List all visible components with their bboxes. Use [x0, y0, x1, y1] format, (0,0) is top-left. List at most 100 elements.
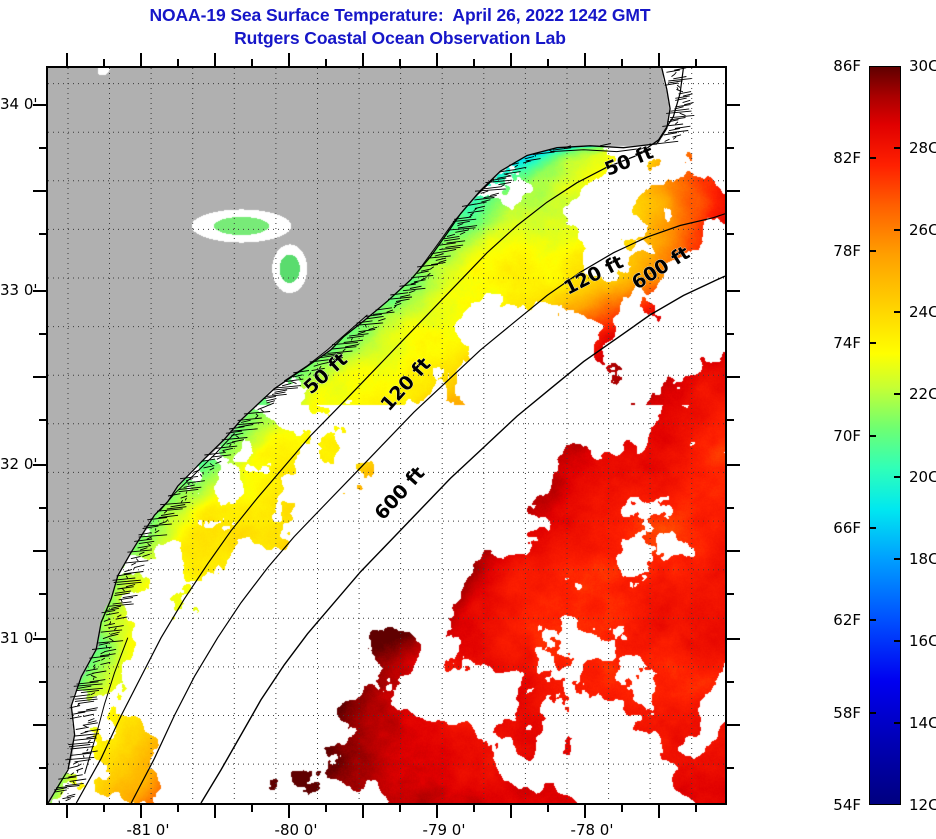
colorbar-tick-celsius: [894, 311, 901, 314]
page-title: NOAA-19 Sea Surface Temperature: April 2…: [0, 4, 800, 50]
colorbar-label-celsius: 22C: [909, 385, 936, 404]
y-axis-tick-right: [727, 550, 740, 552]
y-axis-tick-right: [727, 376, 740, 378]
y-axis-tick: [39, 419, 46, 421]
y-axis-tick: [33, 376, 46, 378]
y-axis-label: 34 0': [0, 95, 38, 113]
x-axis-tick: [399, 805, 401, 812]
x-axis-tick-top: [510, 53, 512, 66]
colorbar-tick-fahrenheit: [869, 526, 876, 529]
x-axis-tick-top: [584, 53, 586, 66]
y-axis-tick: [33, 290, 46, 292]
x-axis-tick: [66, 805, 68, 818]
y-axis-tick: [33, 550, 46, 552]
x-axis-tick: [547, 805, 549, 812]
colorbar-label-celsius: 24C: [909, 303, 936, 322]
x-axis-tick: [584, 805, 586, 818]
x-axis-tick-top: [399, 59, 401, 66]
y-axis-tick: [39, 507, 46, 509]
colorbar-tick-fahrenheit: [869, 711, 876, 714]
colorbar-label-fahrenheit: 86F: [833, 57, 861, 75]
y-axis-tick-right: [727, 767, 734, 769]
colorbar-tick-fahrenheit: [869, 434, 876, 437]
colorbar-tick-fahrenheit: [869, 342, 876, 345]
x-axis-tick-top: [288, 53, 290, 66]
x-axis-tick: [103, 805, 105, 812]
x-axis-tick: [621, 805, 623, 812]
colorbar-tick-fahrenheit: [869, 619, 876, 622]
x-axis-label: -81 0': [126, 821, 170, 839]
contour-label: 50 ft: [300, 349, 352, 399]
x-axis-tick: [251, 805, 253, 812]
sst-raster: 50 ft 120 ft 600 ft 50 ft 120 ft 600 ft: [48, 68, 725, 803]
colorbar-label-fahrenheit: 62F: [833, 611, 861, 630]
colorbar-tick-celsius: [894, 147, 901, 150]
title-line-2: Rutgers Coastal Ocean Observation Lab: [234, 28, 566, 48]
contour-label: 120 ft: [560, 251, 627, 299]
y-axis-tick-right: [727, 333, 734, 335]
y-axis-tick-right: [727, 724, 740, 726]
colorbar-label-fahrenheit: 82F: [833, 149, 861, 168]
x-axis-tick: [473, 805, 475, 812]
x-axis-tick-top: [177, 59, 179, 66]
x-axis-tick: [325, 805, 327, 812]
bathymetry-contour-120ft: [130, 213, 725, 803]
colorbar-tick-celsius: [894, 639, 901, 642]
y-axis-tick: [39, 681, 46, 683]
colorbar-tick-celsius: [894, 393, 901, 396]
x-axis-tick-top: [695, 59, 697, 66]
x-axis-tick-top: [66, 53, 68, 66]
x-axis-tick: [362, 805, 364, 818]
x-axis-tick-top: [547, 59, 549, 66]
y-axis-tick-right: [727, 681, 734, 683]
colorbar-label-celsius: 18C: [909, 549, 936, 568]
colorbar-label-fahrenheit: 54F: [833, 796, 861, 814]
coastline-detail: [550, 147, 647, 153]
sst-map[interactable]: 50 ft 120 ft 600 ft 50 ft 120 ft 600 ft: [46, 66, 727, 805]
coastline-detail: [84, 637, 129, 774]
x-axis-tick-top: [473, 59, 475, 66]
bathymetry-contour-600ft: [200, 275, 725, 803]
colorbar-tick-celsius: [894, 475, 901, 478]
x-axis-tick: [436, 805, 438, 818]
y-axis-tick-right: [727, 233, 734, 235]
y-axis-tick: [39, 333, 46, 335]
y-axis-tick: [33, 724, 46, 726]
colorbar-tick-fahrenheit: [869, 157, 876, 160]
colorbar-label-celsius: 16C: [909, 631, 936, 650]
colorbar-label-celsius: 28C: [909, 139, 936, 158]
bathymetry-contour-50ft: [75, 68, 684, 803]
x-axis-tick: [177, 805, 179, 812]
colorbar-label-fahrenheit: 58F: [833, 703, 861, 722]
x-axis-tick: [695, 805, 697, 812]
title-line-1: NOAA-19 Sea Surface Temperature: April 2…: [149, 5, 651, 25]
x-axis-tick-top: [251, 59, 253, 66]
y-axis-tick: [39, 147, 46, 149]
x-axis-tick: [658, 805, 660, 818]
x-axis-tick: [214, 805, 216, 818]
x-axis-tick-top: [621, 59, 623, 66]
colorbar-label-celsius: 20C: [909, 467, 936, 486]
y-axis-tick-right: [727, 507, 734, 509]
x-axis-tick: [288, 805, 290, 818]
colorbar-label-celsius: 26C: [909, 221, 936, 240]
colorbar-tick-celsius: [894, 229, 901, 232]
x-axis-tick-top: [658, 53, 660, 66]
x-axis-tick: [510, 805, 512, 818]
x-axis-tick-top: [362, 53, 364, 66]
colorbar-label-celsius: 14C: [909, 713, 936, 732]
y-axis-tick-right: [727, 104, 740, 106]
colorbar-label-fahrenheit: 66F: [833, 518, 861, 537]
y-axis-label: 31 0': [0, 629, 38, 647]
x-axis-label: -78 0': [570, 821, 614, 839]
colorbar-tick-celsius: [894, 721, 901, 724]
coastal-marsh-detail: [53, 68, 695, 803]
contour-label: 600 ft: [628, 242, 694, 294]
y-axis-tick: [39, 593, 46, 595]
y-axis-tick-right: [727, 593, 734, 595]
colorbar-label-celsius: 30C: [909, 57, 936, 75]
y-axis-tick-right: [727, 638, 740, 640]
x-axis-label: -79 0': [422, 821, 466, 839]
colorbar-tick-fahrenheit: [869, 249, 876, 252]
